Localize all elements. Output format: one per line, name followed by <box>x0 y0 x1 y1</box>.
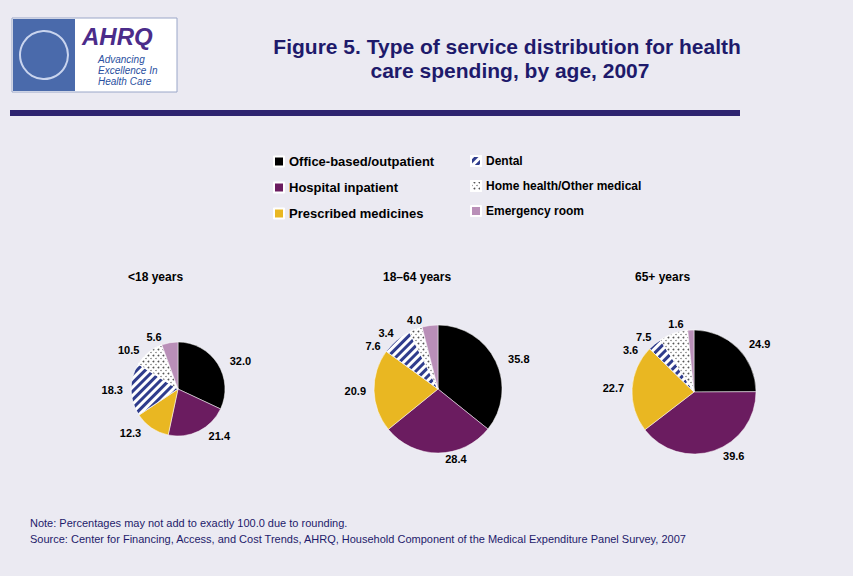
svg-text:7.5: 7.5 <box>636 331 651 343</box>
svg-text:18.3: 18.3 <box>102 384 123 396</box>
svg-text:12.3: 12.3 <box>120 427 141 439</box>
svg-text:35.8: 35.8 <box>508 353 529 365</box>
svg-text:1.6: 1.6 <box>668 318 683 330</box>
svg-text:32.0: 32.0 <box>230 355 251 367</box>
svg-text:Source: Center for Financing,: Source: Center for Financing, Access, an… <box>30 533 686 545</box>
svg-text:20.9: 20.9 <box>345 385 366 397</box>
svg-text:5.6: 5.6 <box>146 331 161 343</box>
svg-text:39.6: 39.6 <box>723 450 744 462</box>
svg-text:AHRQ: AHRQ <box>81 23 153 50</box>
svg-text:4.0: 4.0 <box>407 314 422 326</box>
svg-text:65+ years: 65+ years <box>635 270 690 284</box>
svg-text:24.9: 24.9 <box>749 338 770 350</box>
svg-text:Advancing: Advancing <box>97 54 147 65</box>
svg-text:3.6: 3.6 <box>623 344 638 356</box>
svg-text:Prescribed medicines: Prescribed medicines <box>289 206 423 221</box>
svg-text:care spending, by age, 2007: care spending, by age, 2007 <box>371 59 650 82</box>
svg-text:7.6: 7.6 <box>365 340 380 352</box>
svg-text:Note: Percentages may not add: Note: Percentages may not add to exactly… <box>30 517 347 529</box>
svg-text:Figure 5. Type of service dist: Figure 5. Type of service distribution f… <box>273 35 746 58</box>
svg-text:28.4: 28.4 <box>445 453 467 465</box>
svg-text:<18 years: <18 years <box>128 270 183 284</box>
svg-text:Home health/Other medical: Home health/Other medical <box>486 179 641 193</box>
svg-text:10.5: 10.5 <box>118 344 139 356</box>
svg-text:Emergency room: Emergency room <box>486 204 584 218</box>
svg-text:Hospital inpatient: Hospital inpatient <box>289 180 399 195</box>
svg-text:Dental: Dental <box>486 154 523 168</box>
svg-text:21.4: 21.4 <box>209 430 231 442</box>
svg-text:3.4: 3.4 <box>378 327 394 339</box>
svg-text:Office-based/outpatient: Office-based/outpatient <box>289 154 435 169</box>
svg-text:Excellence In: Excellence In <box>98 65 160 76</box>
svg-text:Health Care: Health Care <box>98 76 152 87</box>
svg-text:18–64 years: 18–64 years <box>383 270 451 284</box>
svg-text:22.7: 22.7 <box>603 382 624 394</box>
